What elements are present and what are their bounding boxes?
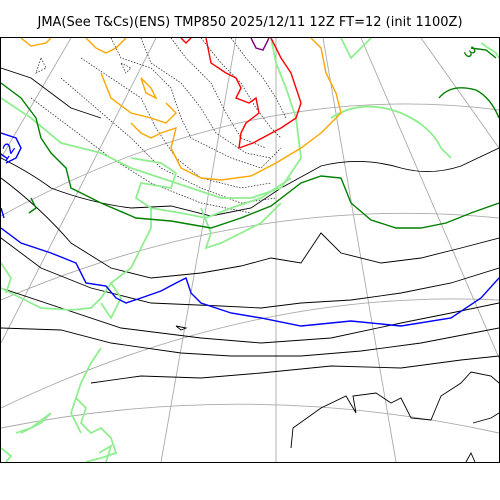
green-contours [1,47,499,229]
map-frame: 12 3 [0,37,500,463]
light-green-contours [1,38,499,462]
graticule [1,38,499,462]
coastline [1,67,499,462]
dotted-contours [30,38,287,214]
contour-label-3: 3 [460,43,480,62]
blue-contours [1,132,499,327]
purple-contour [250,38,270,51]
map-title: JMA(See T&Cs)(ENS) TMP850 2025/12/11 12Z… [37,15,463,30]
map-canvas: 12 3 [1,38,499,462]
red-contour [180,38,302,150]
orange-contours [20,38,342,181]
